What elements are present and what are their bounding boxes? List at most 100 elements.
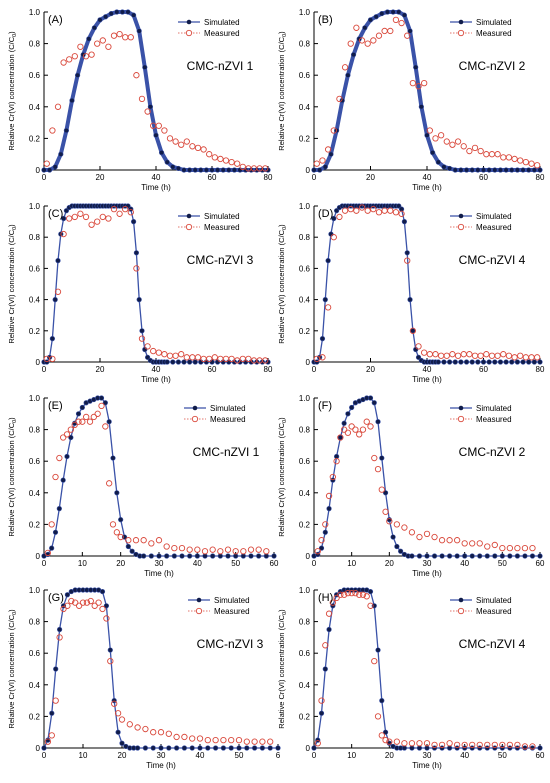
measured-point [375, 209, 383, 216]
measured-point [382, 508, 389, 515]
y-axis-label: Relative Cr(VI) concentration (C/C0) [7, 31, 18, 151]
measured-point [356, 591, 363, 598]
x-axis-label: Time (h) [412, 569, 442, 578]
measured-point [469, 540, 476, 547]
measured-point [337, 434, 344, 441]
measured-point [217, 355, 224, 363]
measured-point [438, 537, 446, 544]
measured-point [404, 32, 411, 39]
simulated-point [503, 167, 509, 173]
measured-point [99, 605, 106, 613]
legend-measured-marker [185, 223, 193, 231]
measured-point [461, 741, 468, 748]
measured-point [370, 37, 377, 44]
simulated-point [514, 167, 521, 173]
measured-point [352, 426, 359, 433]
measured-point [209, 546, 216, 553]
measured-point [49, 355, 56, 363]
simulated-point [203, 359, 209, 365]
measured-point [60, 434, 67, 441]
measured-point [517, 157, 524, 164]
y-tick-label: 0.4 [299, 103, 311, 112]
measured-point [358, 204, 366, 211]
simulated-point [477, 745, 483, 751]
simulated-point [507, 553, 513, 559]
simulated-point [375, 419, 381, 425]
measured-point [364, 40, 371, 47]
x-tick-label: 50 [498, 559, 507, 568]
simulated-point [164, 159, 170, 165]
measured-point [251, 738, 258, 745]
simulated-point [187, 553, 193, 559]
measured-point [322, 642, 329, 649]
measured-point [534, 162, 541, 169]
measured-point [381, 27, 388, 35]
y-tick-label: 0 [306, 358, 311, 367]
simulated-point [441, 359, 447, 365]
y-tick-label: 0 [306, 166, 311, 175]
x-tick-label: 40 [152, 365, 161, 374]
measured-point [163, 543, 170, 550]
measured-point [325, 492, 333, 500]
y-tick-label: 0.6 [299, 71, 311, 80]
y-tick-label: 0 [306, 552, 311, 561]
simulated-point [220, 167, 226, 173]
x-tick-label: 60 [479, 365, 488, 374]
measured-point [181, 733, 188, 741]
simulated-point [158, 745, 164, 751]
simulated-point [135, 745, 141, 751]
measured-point [178, 351, 185, 358]
y-tick-label: 0.2 [299, 134, 311, 143]
measured-point [528, 354, 535, 361]
measured-point [466, 351, 473, 358]
measured-point [353, 207, 360, 214]
measured-point [340, 426, 348, 433]
simulated-point [317, 167, 323, 173]
measured-point [54, 288, 62, 295]
measured-point [133, 72, 140, 79]
simulated-point [475, 359, 481, 365]
simulated-point [509, 359, 515, 365]
y-tick-label: 1.0 [29, 586, 41, 595]
measured-point [102, 423, 109, 430]
legend-simulated-label: Simulated [476, 404, 512, 413]
simulated-point [171, 553, 177, 559]
simulated-point [537, 745, 543, 751]
simulated-point [447, 553, 453, 559]
legend-simulated-marker [458, 597, 464, 603]
measured-point [66, 215, 73, 222]
measured-point [505, 154, 513, 161]
simulated-point [469, 553, 475, 559]
measured-point [358, 37, 366, 44]
measured-point [183, 138, 190, 145]
simulated-point [413, 64, 419, 70]
legend-measured-label: Measured [204, 29, 240, 38]
simulated-point [514, 745, 521, 751]
simulated-point [394, 543, 400, 550]
chart-panel-4: 0 0.2 0.4 0.6 0.8 1.0 0 20 40 60 80 Time (h) Relativ… [277, 202, 545, 384]
simulated-point [345, 411, 351, 417]
simulated-point [390, 9, 396, 15]
measured-point [263, 548, 270, 555]
measured-point [514, 544, 521, 552]
y-tick-label: 0.8 [299, 618, 311, 627]
simulated-point [537, 167, 543, 173]
simulated-point [226, 167, 232, 173]
measured-point [319, 157, 326, 164]
measured-point [329, 599, 336, 606]
y-tick-label: 0.6 [29, 264, 41, 273]
measured-point [116, 30, 123, 38]
simulated-point [462, 745, 468, 751]
simulated-point [142, 346, 148, 353]
simulated-point [435, 359, 441, 365]
simulated-point [447, 165, 453, 172]
measured-point [348, 423, 355, 430]
legend-measured-marker [195, 607, 203, 615]
measured-point [476, 741, 483, 748]
simulated-point [129, 548, 135, 554]
measured-point [44, 549, 51, 556]
simulated-point [192, 359, 198, 365]
x-tick-label: 10 [347, 751, 356, 760]
measured-point [99, 37, 106, 44]
measured-point [52, 473, 59, 481]
